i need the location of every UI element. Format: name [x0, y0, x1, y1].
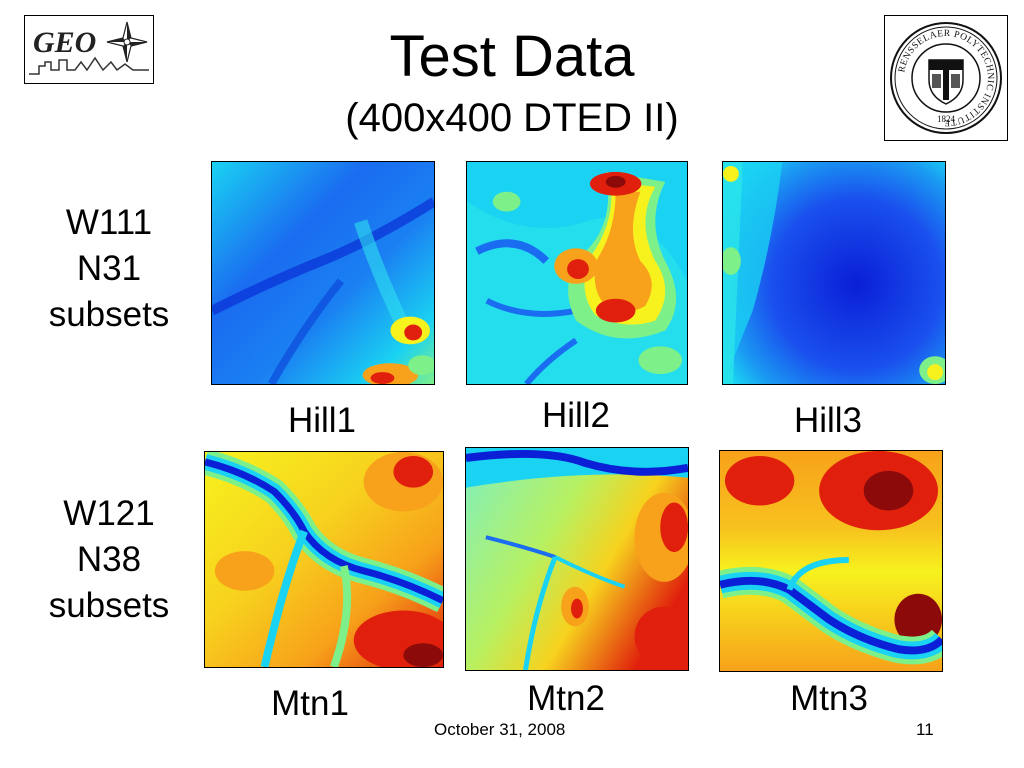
geo-logo-text: GEO — [33, 26, 96, 59]
tile-label-hill3: Hill3 — [793, 401, 863, 440]
slide-subtitle: (400x400 DTED II) — [345, 96, 679, 140]
row-label-line: N38 — [76, 540, 142, 579]
geo-logo: GEO — [24, 15, 154, 84]
tile-label-hill1: Hill1 — [287, 401, 357, 440]
tile-label-hill2: Hill2 — [541, 396, 611, 435]
tile-label-mtn3: Mtn3 — [790, 679, 868, 718]
row-label-line: N31 — [76, 249, 142, 288]
slide-title: Test Data — [389, 24, 635, 89]
footer-date: October 31, 2008 — [434, 720, 566, 739]
terrain-map-mtn3 — [719, 450, 943, 672]
terrain-map-hill3 — [722, 161, 946, 385]
terrain-map-hill2 — [466, 161, 688, 385]
shield-icon — [928, 59, 964, 105]
skyline-icon — [29, 56, 149, 75]
row-label-line: subsets — [48, 295, 170, 334]
row-label-w111: W111 N31 subsets — [20, 200, 198, 338]
tile-label-mtn2: Mtn2 — [527, 679, 605, 718]
terrain-map-mtn2 — [465, 447, 689, 671]
row-label-w121: W121 N38 subsets — [20, 491, 198, 629]
footer-page-number: 11 — [916, 720, 934, 739]
row-label-line: W121 — [63, 494, 155, 533]
seal-year: 1824 — [937, 114, 956, 124]
rpi-seal-logo: RENSSELAER POLYTECHNIC INSTITUTE 1824 — [884, 15, 1008, 141]
terrain-map-hill1 — [211, 161, 435, 385]
compass-star-icon — [106, 21, 148, 63]
row-label-line: W111 — [65, 203, 153, 242]
terrain-map-mtn1 — [204, 451, 444, 668]
row-label-line: subsets — [48, 586, 170, 625]
tile-label-mtn1: Mtn1 — [271, 684, 349, 723]
